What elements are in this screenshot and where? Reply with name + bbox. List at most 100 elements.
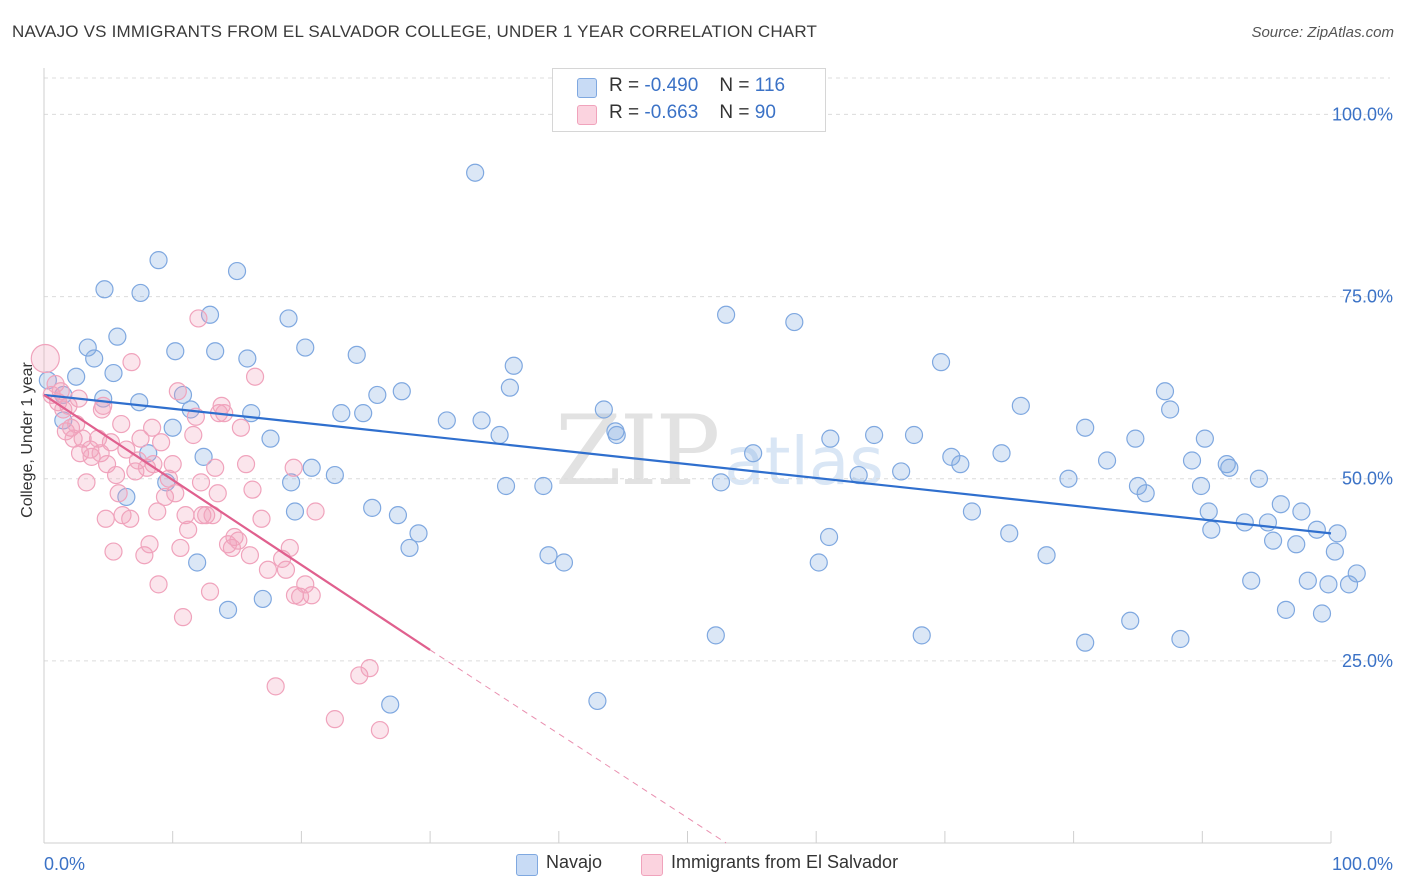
navajo-point — [1347, 564, 1366, 583]
y-tick-label: 25.0% — [1342, 651, 1393, 671]
navajo-point — [85, 349, 104, 368]
salvador-point — [370, 720, 390, 740]
navajo-point — [218, 600, 238, 619]
navajo-point — [1171, 629, 1190, 649]
legend-salvador-n-label: N = — [719, 102, 750, 123]
salvador-point — [229, 531, 248, 550]
navajo-point — [381, 695, 400, 714]
salvador-point — [135, 546, 154, 565]
navajo-point — [1258, 513, 1278, 532]
navajo-point — [1263, 531, 1283, 550]
navajo-point — [1182, 451, 1202, 470]
navajo-point — [78, 338, 97, 357]
navajo-point — [1097, 451, 1117, 470]
navajo-point — [1242, 571, 1261, 590]
navajo-trend-line — [43, 393, 1332, 535]
salvador-point — [276, 560, 296, 579]
navajo-point — [1276, 600, 1296, 619]
navajo-point — [104, 363, 123, 383]
salvador-point — [112, 414, 131, 434]
navajo-point — [1121, 611, 1140, 630]
navajo-point — [279, 309, 298, 328]
salvador-point — [171, 538, 190, 558]
navajo-point — [1312, 604, 1332, 623]
salvador-point — [189, 309, 208, 328]
navajo-point — [1076, 633, 1095, 652]
legend-salvador-r-label: R = — [609, 102, 640, 123]
navajo-point — [1161, 400, 1180, 419]
salvador-point — [140, 535, 159, 554]
salvador-trend-extension — [429, 649, 727, 844]
legend-navajo-n-value: 116 — [754, 75, 786, 96]
navajo-point — [744, 444, 763, 463]
navajo-point — [496, 476, 516, 496]
navajo-point — [347, 345, 366, 364]
navajo-point — [253, 589, 272, 609]
series-el-salvador — [30, 309, 390, 740]
navajo-point — [912, 626, 931, 645]
navajo-point — [388, 506, 408, 525]
navajo-point — [819, 527, 839, 547]
navajo-point — [206, 342, 225, 361]
salvador-point — [126, 462, 145, 481]
salvador-point — [96, 509, 115, 528]
salvador-point — [266, 677, 285, 696]
salvador-point — [122, 353, 141, 372]
y-tick-label: 50.0% — [1342, 469, 1393, 489]
salvador-swatch — [577, 105, 597, 125]
navajo-point — [1298, 571, 1317, 590]
navajo-point — [554, 553, 574, 572]
salvador-point — [236, 455, 256, 474]
navajo-point — [238, 349, 257, 368]
salvador-point — [206, 458, 225, 477]
navajo-point — [1059, 469, 1078, 488]
salvador-point — [252, 509, 271, 528]
legend-navajo-text: R = -0.490 N = 116 — [609, 75, 785, 97]
salvador-point — [360, 659, 379, 678]
axes — [43, 68, 1332, 844]
salvador-point — [163, 455, 182, 474]
navajo-legend-label: Navajo — [546, 852, 603, 872]
navajo-point — [472, 411, 491, 430]
navajo-point — [163, 418, 182, 437]
salvador-point — [155, 487, 175, 507]
navajo-point — [717, 305, 736, 324]
legend-navajo-r-value: -0.490 — [644, 75, 699, 96]
tick-labels: 25.0% 50.0% 75.0% 100.0% 0.0% 100.0% — [44, 104, 1393, 874]
zipatlas-watermark: ZIPatlas — [555, 395, 884, 507]
navajo-point — [363, 498, 382, 517]
salvador-point — [222, 538, 242, 558]
navajo-point — [139, 444, 158, 463]
navajo-point — [302, 458, 321, 477]
navajo-point — [1128, 476, 1148, 496]
trend-lines — [43, 393, 1332, 844]
navajo-point — [409, 524, 428, 543]
navajo-point — [1011, 396, 1030, 415]
salvador-point — [144, 455, 163, 474]
navajo-point — [325, 465, 344, 485]
y-tick-label: 100.0% — [1332, 104, 1393, 124]
salvador-point — [296, 575, 315, 594]
navajo-point — [227, 261, 247, 281]
navajo-point — [904, 425, 924, 445]
navajo-point — [1292, 502, 1311, 521]
x-tick-label-max: 100.0% — [1332, 854, 1393, 874]
legend-navajo-n-label: N = — [719, 75, 750, 96]
navajo-point — [1249, 469, 1269, 488]
navajo-point — [194, 447, 213, 466]
navajo-point — [1126, 429, 1145, 448]
navajo-point — [1191, 476, 1211, 496]
navajo-point — [962, 502, 982, 521]
navajo-point — [809, 553, 828, 572]
salvador-point — [152, 433, 171, 452]
salvador-point — [243, 480, 262, 499]
source-credit: Source: ZipAtlas.com — [1251, 24, 1394, 41]
navajo-point — [865, 425, 884, 445]
y-tick-label: 75.0% — [1342, 287, 1393, 307]
navajo-point — [1220, 458, 1239, 477]
navajo-point — [242, 404, 261, 423]
navajo-point — [95, 280, 114, 299]
navajo-point — [931, 353, 951, 372]
navajo-legend-swatch — [516, 854, 538, 876]
